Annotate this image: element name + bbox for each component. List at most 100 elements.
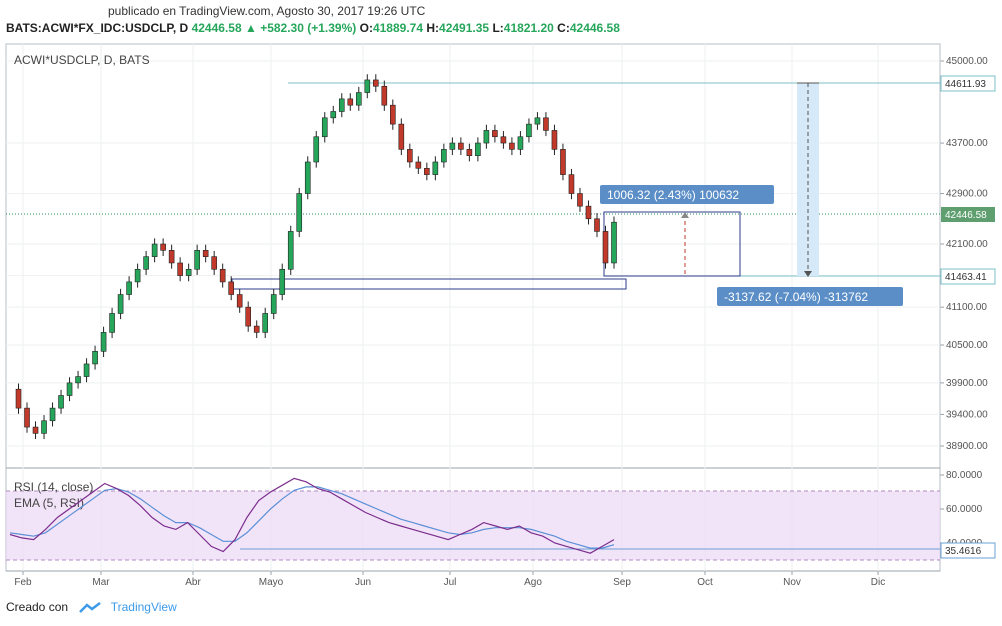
candle-body (177, 262, 183, 276)
chart-title: ACWI*USDCLP, D, BATS (14, 53, 150, 67)
measure-column[interactable] (797, 83, 819, 276)
candle-body (58, 395, 64, 409)
time-tick-label: Nov (783, 577, 801, 588)
candle-body (143, 256, 149, 270)
price-tick-label: 42100.00 (946, 239, 988, 250)
candle-body (245, 306, 251, 327)
candle-body (330, 111, 337, 119)
time-tick-label: Feb (14, 577, 32, 588)
candle-body (483, 130, 490, 144)
rsi-tick-label: 60.0000 (946, 504, 983, 515)
created-with: Creado con (6, 600, 69, 614)
candle-body (585, 205, 592, 220)
tradingview-logo-icon (79, 602, 102, 614)
candle-body (500, 136, 507, 144)
low-label: L: (492, 21, 504, 35)
candle-body (407, 149, 413, 163)
candle-body (211, 256, 217, 270)
top-price-tag-text: 44611.93 (945, 79, 986, 90)
candle-body (270, 294, 277, 314)
candle-body (168, 250, 175, 264)
candle-body (560, 149, 566, 175)
high-label: H: (426, 21, 440, 35)
price-tick-label: 43700.00 (946, 138, 988, 149)
candle-body (83, 363, 90, 377)
candle-body (364, 79, 371, 93)
time-tick-label: Jul (444, 577, 457, 588)
candle-body (517, 136, 524, 150)
candle-body (526, 123, 532, 138)
candle-body (151, 243, 158, 257)
price-change: ▲ +582.30 (+1.39%) (244, 21, 357, 35)
price-tick-label: 41100.00 (946, 302, 987, 313)
candle-body (15, 388, 22, 409)
candle-body (449, 142, 456, 150)
price-axis: 45000.0043700.0042900.0042100.0041600.00… (940, 56, 988, 452)
candle-body (355, 92, 362, 106)
down-measure-text: -3137.62 (-7.04%) -313762 (724, 290, 868, 304)
candle-body (228, 281, 234, 295)
candle-body (313, 136, 320, 163)
candle-body (49, 407, 56, 422)
last-price-tag (941, 207, 995, 222)
last-price-tag-text: 42446.58 (945, 210, 987, 221)
footer: Creado con TradingView (6, 600, 177, 614)
candle-body (543, 117, 549, 131)
candle-body (262, 313, 269, 333)
candle-body (577, 193, 583, 207)
candle-body (466, 149, 473, 156)
candle-body (321, 117, 328, 138)
close-value: 42446.58 (569, 21, 620, 35)
candle-body (602, 231, 609, 264)
candle-body (492, 130, 498, 138)
candle-body (66, 382, 73, 396)
price-tick-label: 40500.00 (946, 340, 988, 351)
symbol: BATS:ACWI*FX_IDC:USDCLP, D (6, 21, 189, 35)
candle-body (551, 130, 558, 150)
published-line: publicado en TradingView.com, Agosto 30,… (108, 4, 426, 18)
candle-body (134, 268, 141, 283)
rsi-line (9, 477, 615, 554)
candle-body (92, 351, 98, 365)
measure-arrow-icon (804, 271, 812, 277)
candle-body (100, 332, 107, 352)
rsi-tag (940, 542, 996, 559)
candle-body (75, 376, 81, 384)
symbol-line: BATS:ACWI*FX_IDC:USDCLP, D 42446.58 ▲ +5… (6, 21, 620, 35)
candle-body (373, 79, 379, 87)
price-chart[interactable]: ACWI*USDCLP, D, BATS RSI (14, close) EMA… (0, 0, 1002, 600)
rsi-lines (9, 477, 615, 554)
candle-body (41, 420, 47, 434)
time-axis: Feb Mar Abr Mayo Jun Jul Ago Sep Oct Nov Dic (14, 571, 885, 588)
candle-body (287, 231, 294, 270)
time-tick-label: Ago (524, 577, 542, 588)
tradingview-brand[interactable]: TradingView (110, 600, 177, 614)
candle-body (441, 149, 447, 163)
candle-body (390, 104, 396, 125)
candles (15, 74, 617, 440)
candle-body (32, 426, 39, 434)
candle-body (424, 167, 430, 175)
up-measure-box (600, 185, 774, 204)
grid (6, 44, 940, 571)
price-tick-label: 39900.00 (946, 378, 988, 389)
range-arrow-icon (681, 212, 689, 218)
open-label: O: (359, 21, 373, 35)
candle-body (415, 161, 422, 169)
candle-body (185, 268, 192, 276)
candle-body (160, 243, 166, 251)
candle-body (594, 218, 600, 232)
candle-body (202, 250, 209, 257)
top-price-tag (940, 75, 996, 92)
candle-body (296, 193, 303, 232)
time-tick-label: Sep (613, 577, 631, 588)
candle-body (475, 142, 481, 156)
candle-body (126, 281, 132, 295)
last-price: 42446.58 (191, 21, 242, 35)
low-price-tag (940, 268, 996, 285)
candle-body (347, 98, 354, 106)
candle-body (304, 161, 311, 194)
candle-body (236, 294, 243, 308)
candle-body (219, 268, 226, 283)
